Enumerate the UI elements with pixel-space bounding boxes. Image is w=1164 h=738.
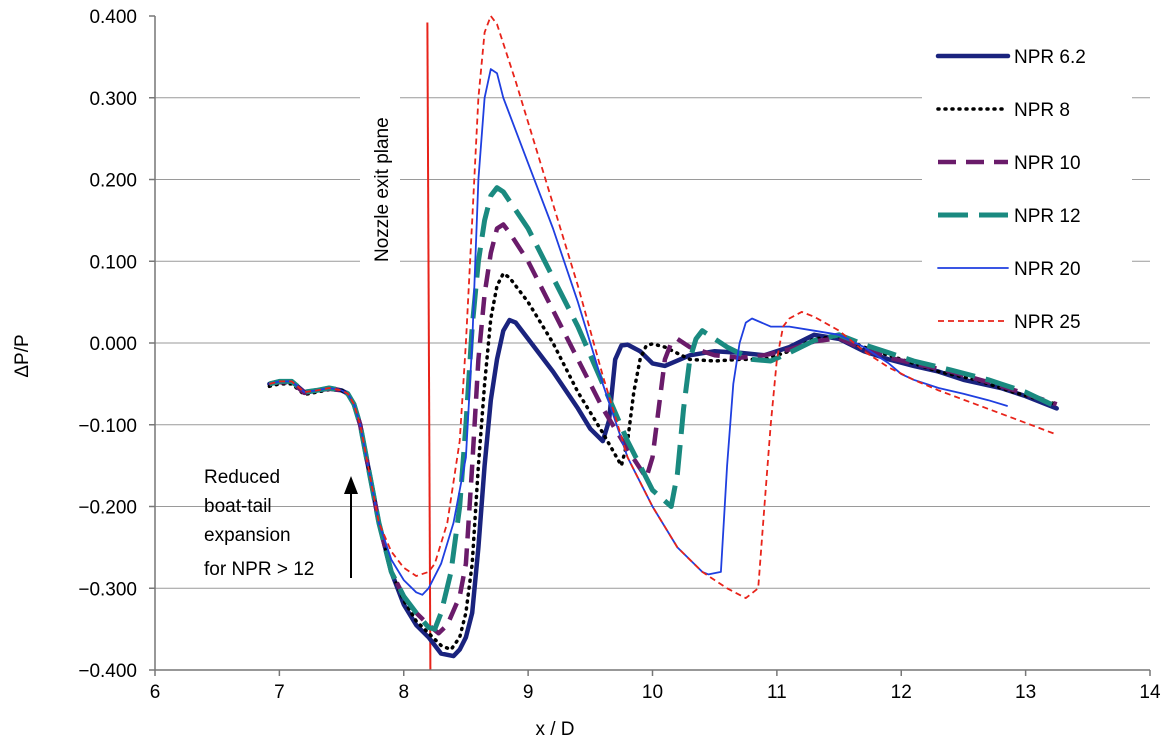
x-tick-label: 8 (398, 682, 409, 703)
annotations: Nozzle exit plane Reduced boat-tail expa… (204, 22, 432, 671)
x-tick-label: 11 (767, 682, 787, 703)
x-tick-label: 10 (642, 682, 663, 703)
series-lines (267, 15, 1059, 659)
legend-label: NPR 8 (1014, 100, 1070, 121)
legend-label: NPR 20 (1014, 259, 1081, 280)
nozzle-exit-plane-label: Nozzle exit plane (372, 117, 393, 262)
legend: NPR 6.2 NPR 8 NPR 10 NPR 12 NPR 20 NPR 25 (935, 47, 1086, 333)
annotation-line-4: for NPR > 12 (204, 559, 314, 580)
x-tick-label: 7 (274, 682, 285, 703)
x-tick-label: 12 (891, 682, 912, 703)
annotation-line-2: boat-tail (204, 496, 272, 517)
nozzle-exit-plane-line (426, 22, 432, 671)
legend-background (922, 22, 1132, 340)
x-axis-title: x / D (535, 719, 574, 738)
x-tick-label: 14 (1139, 682, 1161, 703)
y-tick-label: 0.200 (89, 171, 137, 192)
annotation-line-1: Reduced (204, 467, 280, 488)
legend-label: NPR 6.2 (1014, 47, 1086, 68)
legend-label: NPR 10 (1014, 153, 1081, 174)
y-tick-label: −0.300 (78, 579, 137, 600)
y-tick-label: 0.400 (89, 7, 137, 28)
tick-labels: 0.400 0.300 0.200 0.100 0.000 −0.100 −0.200 −0.… (78, 7, 1161, 703)
legend-label: NPR 25 (1014, 312, 1081, 333)
x-tick-label: 13 (1015, 682, 1036, 703)
x-tick-label: 6 (150, 682, 161, 703)
y-tick-label: −0.100 (78, 416, 137, 437)
y-tick-label: 0.100 (89, 252, 137, 273)
nozzle-label-background (360, 70, 400, 264)
annotation-line-3: expansion (204, 525, 291, 546)
y-tick-label: −0.200 (78, 498, 137, 519)
y-tick-label: 0.000 (89, 334, 137, 355)
y-axis-title: ΔP/P (12, 334, 33, 377)
x-tick-label: 9 (523, 682, 534, 703)
y-tick-label: 0.300 (89, 89, 137, 110)
annotation-arrow-head (344, 476, 358, 494)
legend-label: NPR 12 (1014, 206, 1081, 227)
y-tick-label: −0.400 (78, 661, 137, 682)
series-line-npr-25 (269, 15, 1058, 599)
